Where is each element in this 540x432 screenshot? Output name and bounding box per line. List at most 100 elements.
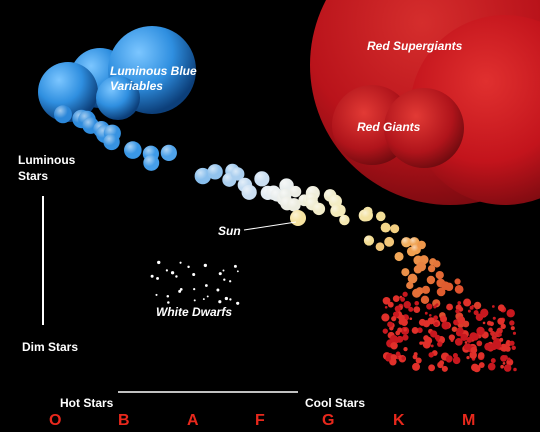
white-dwarfs-label: White Dwarfs <box>156 305 233 319</box>
red-dwarf-star <box>457 301 462 305</box>
red-dwarf-star <box>471 363 479 372</box>
main-sequence-star-highlight <box>289 185 302 198</box>
red-dwarf-star <box>382 296 391 305</box>
white-dwarf-stars <box>150 260 240 305</box>
red-dwarf-star <box>409 317 413 321</box>
white-dwarf-star <box>203 263 207 268</box>
red-giant-stars <box>332 85 464 168</box>
main-sequence-star-highlight <box>194 167 211 185</box>
red-dwarf-star <box>445 355 453 362</box>
red-dwarf-star <box>446 303 453 311</box>
hot-stars-label: Hot Stars <box>60 396 114 410</box>
main-sequence-star <box>436 287 446 297</box>
main-sequence-star-highlight <box>279 178 294 193</box>
red-dwarf-star <box>441 321 450 330</box>
main-sequence-star-highlight <box>254 171 270 187</box>
red-dwarf-star <box>470 346 478 354</box>
white-dwarf-star <box>218 272 222 276</box>
red-dwarf-star <box>490 358 496 364</box>
luminous-stars-label: Luminous Stars <box>18 153 76 183</box>
main-sequence-star-highlight <box>339 214 350 226</box>
red-dwarf-star <box>463 298 472 307</box>
main-sequence-star <box>394 252 404 262</box>
main-sequence-star <box>427 265 436 273</box>
white-dwarf-star <box>179 287 183 291</box>
main-sequence-star-highlight <box>143 154 160 171</box>
main-sequence-star-highlight <box>401 237 412 248</box>
blue-variable-star <box>38 62 98 122</box>
main-sequence-star <box>417 240 426 250</box>
white-dwarf-star <box>192 272 196 277</box>
main-sequence-star-highlight <box>330 204 343 217</box>
white-dwarf-star <box>236 270 239 273</box>
red-dwarf-star <box>385 356 391 362</box>
red-dwarf-star <box>499 337 504 342</box>
cool-stars-label: Cool Stars <box>305 396 366 410</box>
red-dwarf-star <box>480 308 489 317</box>
spectral-class-o: O <box>49 412 62 429</box>
red-dwarf-star <box>503 364 512 372</box>
red-dwarf-star <box>429 313 432 317</box>
main-sequence-star-highlight <box>207 164 223 180</box>
red-dwarf-star <box>422 340 431 349</box>
white-dwarf-star <box>233 264 237 268</box>
main-sequence-star <box>426 275 436 285</box>
red-dwarf-star <box>492 316 496 320</box>
blue-variable-star <box>96 76 140 120</box>
red-dwarf-star <box>510 326 515 331</box>
red-dwarf-star <box>428 352 434 358</box>
main-sequence-star-highlight <box>53 105 72 124</box>
red-dwarf-star <box>422 320 431 328</box>
red-dwarf-star <box>458 319 462 324</box>
main-sequence-star <box>413 265 422 274</box>
red-dwarf-star <box>438 360 445 366</box>
sun-pointer-line <box>243 221 297 231</box>
main-sequence-star <box>415 287 424 295</box>
main-sequence-star <box>432 299 441 308</box>
red-dwarf-star <box>426 303 433 310</box>
red-dwarf-star <box>441 365 448 372</box>
red-dwarf-star <box>506 309 515 318</box>
main-sequence-star <box>407 273 418 284</box>
red-dwarf-star <box>412 362 421 371</box>
red-dwarf-star <box>415 357 422 364</box>
white-dwarf-star <box>175 275 178 278</box>
red-dwarf-star <box>394 296 397 300</box>
red-dwarf-star <box>403 346 408 352</box>
white-dwarf-star <box>155 293 158 296</box>
white-dwarf-star <box>179 261 182 264</box>
red-dwarf-star <box>396 335 404 343</box>
red-dwarf-star <box>477 352 485 359</box>
red-dwarf-star <box>512 331 517 335</box>
red-dwarf-star <box>413 352 418 357</box>
red-dwarf-star <box>497 317 505 325</box>
spectral-class-a: A <box>187 412 199 429</box>
main-sequence-star-highlight <box>241 184 257 200</box>
sun-label: Sun <box>218 224 241 238</box>
main-sequence-star <box>375 242 385 252</box>
main-sequence-star <box>384 236 395 247</box>
red-dwarf-star <box>387 321 394 328</box>
main-sequence-star <box>454 284 464 294</box>
red-dwarf-star <box>455 309 460 314</box>
main-sequence-star <box>421 285 431 294</box>
luminous-blue-variables-label: Luminous Blue Variables <box>110 64 197 93</box>
white-dwarf-star <box>165 269 169 272</box>
red-giants-label: Red Giants <box>357 120 421 134</box>
white-dwarf-star <box>156 276 159 280</box>
red-dwarf-star <box>471 332 479 341</box>
red-dwarf-star <box>489 321 494 327</box>
red-dwarf-star <box>382 328 388 334</box>
spectral-class-k: K <box>393 412 405 429</box>
spectral-class-g: G <box>322 412 335 429</box>
red-dwarf-star <box>403 301 411 309</box>
white-dwarf-star <box>216 288 220 292</box>
red-dwarf-star <box>482 321 486 325</box>
spectral-class-f: F <box>255 412 265 429</box>
red-dwarf-star <box>466 336 473 343</box>
white-dwarf-star <box>223 278 226 281</box>
white-dwarf-star <box>150 274 154 278</box>
red-dwarf-star <box>387 301 394 308</box>
